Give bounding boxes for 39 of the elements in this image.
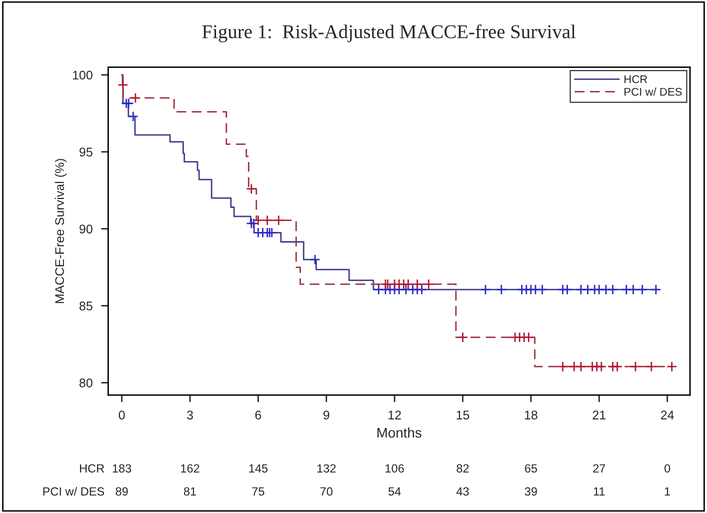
text: 39 — [524, 487, 537, 496]
y-tick-label: 85 — [80, 302, 92, 310]
text: 162 — [181, 464, 200, 473]
text: PCI w/ DES — [43, 486, 104, 496]
x-axis-title: Months — [377, 427, 422, 438]
y-tick-label: 95 — [80, 148, 92, 156]
text: 0 — [664, 464, 670, 473]
text: 145 — [249, 464, 268, 473]
y-tick-label: 80 — [80, 378, 92, 388]
x-tick-label: 24 — [660, 410, 674, 420]
text: 54 — [388, 487, 401, 496]
text: 75 — [252, 487, 264, 496]
x-tick-label: 15 — [456, 410, 470, 420]
text: 65 — [524, 464, 537, 473]
text: 43 — [456, 487, 469, 496]
text: 82 — [456, 464, 469, 473]
text: 70 — [320, 487, 332, 496]
y-axis-title: MACCE-Free Survival (%) — [54, 158, 66, 304]
text: 106 — [386, 464, 404, 473]
text: HCR — [80, 464, 104, 473]
y-tick-label: 100 — [72, 70, 92, 80]
y-tick-label: 90 — [80, 224, 92, 234]
text: 81 — [184, 487, 196, 496]
x-tick-label: 0 — [118, 410, 125, 420]
x-tick-label: 12 — [388, 410, 401, 420]
text: 132 — [317, 464, 336, 473]
text: 89 — [116, 487, 128, 496]
x-tick-label: 3 — [186, 410, 193, 420]
x-tick-label: 18 — [524, 410, 538, 420]
chart-title: Figure 1: Risk-Adjusted MACCE-free Survival — [202, 24, 576, 42]
text: 1 — [664, 487, 670, 496]
x-tick-label: 21 — [592, 410, 606, 420]
text: 183 — [112, 464, 132, 473]
text: 27 — [593, 464, 606, 472]
x-tick-label: 6 — [255, 410, 262, 420]
x-tick-label: 9 — [323, 410, 330, 420]
text: 11 — [594, 487, 605, 496]
legend-label: HCR — [624, 75, 648, 84]
legend-label: PCI w/ DES — [624, 88, 682, 96]
